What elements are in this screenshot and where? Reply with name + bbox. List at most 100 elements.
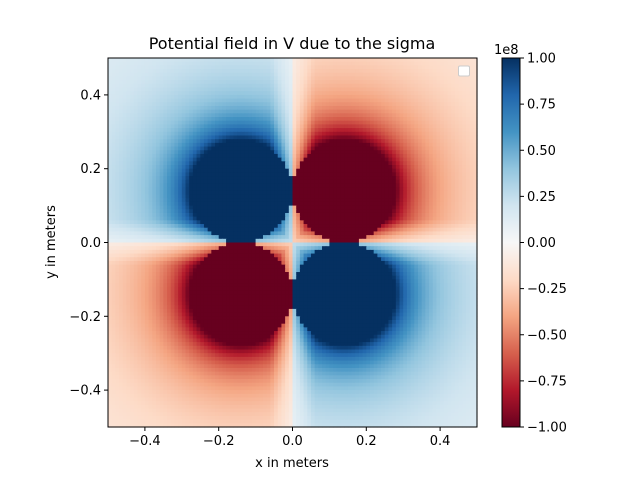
- heatmap-cell: [115, 216, 120, 221]
- heatmap-cell: [322, 161, 327, 166]
- heatmap-cell: [473, 150, 478, 155]
- heatmap-cell: [181, 117, 187, 122]
- heatmap-cell: [292, 72, 297, 78]
- heatmap-cell: [262, 113, 268, 118]
- heatmap-cell: [226, 83, 231, 89]
- heatmap-cell: [429, 128, 434, 133]
- heatmap-cell: [122, 150, 128, 155]
- heatmap-cell: [163, 194, 168, 199]
- heatmap-cell: [421, 113, 426, 118]
- heatmap-cell: [296, 94, 301, 100]
- heatmap-cell: [440, 105, 445, 111]
- heatmap-cell: [262, 58, 268, 63]
- heatmap-cell: [274, 220, 279, 225]
- heatmap-cell: [406, 98, 412, 103]
- heatmap-cell: [270, 153, 275, 159]
- heatmap-cell: [358, 139, 364, 144]
- heatmap-cell: [233, 76, 238, 81]
- heatmap-cell: [362, 168, 367, 173]
- heatmap-cell: [270, 205, 275, 210]
- heatmap-cell: [403, 139, 408, 144]
- heatmap-cell: [388, 94, 393, 100]
- heatmap-cell: [259, 65, 264, 70]
- heatmap-cell: [285, 135, 290, 140]
- heatmap-cell: [215, 231, 220, 236]
- heatmap-cell: [133, 91, 139, 96]
- heatmap-cell: [215, 87, 220, 92]
- heatmap-cell: [126, 120, 131, 126]
- heatmap-cell: [270, 58, 275, 63]
- heatmap-cell: [366, 216, 371, 221]
- heatmap-cell: [314, 209, 319, 214]
- heatmap-cell: [274, 120, 279, 126]
- heatmap-cell: [248, 172, 253, 177]
- heatmap-cell: [167, 168, 172, 173]
- heatmap-cell: [244, 209, 249, 214]
- heatmap-cell: [115, 142, 120, 148]
- heatmap-cell: [207, 161, 212, 166]
- heatmap-cell: [388, 142, 393, 148]
- heatmap-cell: [292, 209, 297, 214]
- heatmap-cell: [207, 139, 212, 144]
- heatmap-cell: [126, 224, 131, 229]
- heatmap-cell: [322, 205, 327, 210]
- heatmap-cell: [340, 224, 345, 229]
- heatmap-cell: [255, 209, 260, 214]
- heatmap-cell: [447, 91, 452, 96]
- heatmap-cell: [248, 91, 253, 96]
- heatmap-cell: [303, 212, 308, 218]
- heatmap-cell: [259, 131, 264, 137]
- heatmap-cell: [163, 128, 168, 133]
- heatmap-cell: [170, 117, 176, 122]
- heatmap-cell: [274, 231, 279, 236]
- heatmap-cell: [203, 102, 209, 107]
- heatmap-cell: [251, 80, 257, 85]
- heatmap-cell: [255, 201, 260, 207]
- heatmap-cell: [285, 91, 290, 96]
- heatmap-cell: [436, 98, 441, 103]
- heatmap-cell: [270, 157, 275, 162]
- heatmap-cell: [218, 157, 223, 162]
- heatmap-cell: [192, 224, 198, 229]
- heatmap-cell: [347, 150, 353, 155]
- heatmap-cell: [270, 161, 275, 166]
- heatmap-cell: [432, 216, 438, 221]
- heatmap-cell: [432, 238, 438, 244]
- heatmap-cell: [181, 80, 187, 85]
- heatmap-cell: [436, 150, 441, 155]
- heatmap-cell: [325, 157, 330, 162]
- heatmap-cell: [130, 224, 135, 229]
- heatmap-cell: [196, 128, 201, 133]
- heatmap-cell: [369, 105, 375, 111]
- heatmap-cell: [277, 102, 283, 107]
- heatmap-cell: [429, 227, 434, 233]
- heatmap-cell: [381, 172, 386, 177]
- heatmap-cell: [366, 165, 371, 170]
- heatmap-cell: [130, 76, 135, 81]
- heatmap-cell: [451, 113, 456, 118]
- heatmap-cell: [144, 205, 150, 210]
- heatmap-cell: [244, 102, 249, 107]
- heatmap-cell: [277, 172, 283, 177]
- heatmap-cell: [159, 135, 164, 140]
- heatmap-cell: [163, 72, 168, 78]
- heatmap-cell: [388, 150, 393, 155]
- heatmap-cell: [251, 109, 257, 114]
- heatmap-cell: [429, 201, 434, 207]
- heatmap-cell: [229, 146, 235, 151]
- heatmap-cell: [244, 198, 249, 203]
- heatmap-cell: [248, 227, 253, 233]
- heatmap-cell: [299, 168, 305, 173]
- heatmap-cell: [144, 135, 150, 140]
- heatmap-cell: [432, 83, 438, 89]
- heatmap-cell: [111, 187, 116, 192]
- heatmap-cell: [251, 201, 257, 207]
- heatmap-cell: [222, 183, 227, 188]
- heatmap-cell: [296, 131, 301, 137]
- heatmap-cell: [377, 120, 382, 126]
- heatmap-cell: [207, 176, 212, 181]
- heatmap-cell: [200, 172, 205, 177]
- heatmap-cell: [137, 72, 142, 78]
- heatmap-cell: [144, 142, 150, 148]
- heatmap-cell: [262, 69, 268, 74]
